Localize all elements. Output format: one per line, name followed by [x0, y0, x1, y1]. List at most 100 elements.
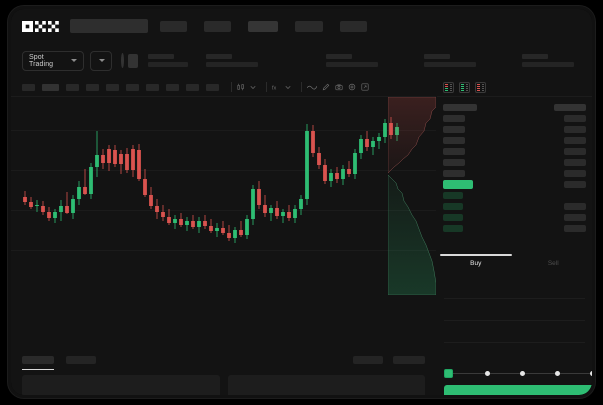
pair-avatar — [121, 53, 125, 68]
stat-volume — [522, 54, 574, 67]
candles-svg — [23, 117, 399, 243]
timeframe-button[interactable] — [206, 83, 219, 91]
tab-sell[interactable]: Sell — [547, 260, 559, 267]
timeframe-button[interactable] — [42, 83, 59, 91]
bottom-tab-order-history[interactable] — [66, 356, 96, 364]
total-field[interactable] — [444, 343, 585, 365]
orderbook-ask-row[interactable] — [443, 135, 586, 146]
bottom-action-cancel-all[interactable] — [393, 356, 425, 364]
nav-item-markets[interactable] — [160, 20, 187, 32]
svg-text:fx: fx — [272, 85, 277, 91]
chart-toolbar: fx — [11, 78, 436, 97]
stat-value — [424, 62, 476, 67]
indicators-icon[interactable]: fx — [272, 83, 280, 91]
timeframe-button[interactable] — [126, 83, 139, 91]
active-tab-underline — [440, 254, 512, 256]
market-depth-chart — [388, 97, 436, 295]
orderbook-list[interactable] — [437, 97, 592, 252]
market-stats — [148, 54, 592, 67]
pencil-icon[interactable] — [322, 83, 330, 91]
nav-item-trade[interactable] — [204, 20, 231, 32]
stat-value — [326, 62, 378, 67]
orderbook-ask-row[interactable] — [443, 146, 586, 157]
slider-handle[interactable] — [444, 369, 453, 378]
slider-step-25[interactable] — [485, 370, 490, 376]
amount-field[interactable] — [444, 321, 585, 343]
bottom-tab-open-orders[interactable] — [22, 356, 54, 370]
stat-last-price — [148, 54, 188, 67]
nav-item-derivatives[interactable] — [248, 20, 278, 32]
stat-low — [424, 54, 476, 67]
nav-item-earn[interactable] — [295, 20, 323, 32]
orderbook-bid-row[interactable] — [443, 190, 586, 201]
bottom-action-hide-other-pairs[interactable] — [353, 356, 383, 364]
volume-histogram — [11, 305, 436, 347]
stat-value — [522, 62, 574, 67]
candlestick-chart[interactable] — [11, 97, 436, 302]
search-input[interactable] — [70, 19, 148, 33]
stat-label — [522, 54, 548, 59]
chevron-down-icon — [99, 59, 106, 62]
timeframe-button[interactable] — [166, 83, 179, 91]
trading-mode-dropdown[interactable]: Spot Trading — [22, 50, 84, 71]
pair-select-dropdown[interactable] — [90, 50, 113, 71]
fullscreen-icon[interactable] — [361, 83, 369, 91]
bottom-tabs — [11, 349, 436, 371]
orderbook-last-price-row[interactable] — [443, 179, 586, 190]
slider-step-100[interactable] — [590, 370, 592, 376]
chart-type-chevron-down-icon[interactable] — [250, 84, 256, 90]
camera-icon[interactable] — [335, 83, 343, 91]
buy-sell-tabs: Buy Sell — [437, 254, 592, 276]
stat-label — [148, 54, 174, 59]
timeframe-button[interactable] — [86, 83, 99, 91]
stat-label — [424, 54, 450, 59]
slider-step-50[interactable] — [520, 370, 525, 376]
orderbook-asks-icon[interactable] — [475, 81, 486, 93]
stat-change — [206, 54, 258, 67]
orderbook-bid-row[interactable] — [443, 212, 586, 223]
settings-gear-icon[interactable] — [348, 83, 356, 91]
orderbook-ask-row[interactable] — [443, 113, 586, 124]
order-type-field[interactable] — [444, 277, 585, 299]
okx-logo-icon[interactable] — [22, 20, 60, 32]
orderbook-bids-icon[interactable] — [459, 81, 470, 93]
pair-name-skeleton — [128, 53, 138, 68]
nav-item-more[interactable] — [340, 20, 367, 32]
orderbook-ask-row[interactable] — [443, 168, 586, 179]
orderbook-header — [437, 78, 592, 97]
orderbook-ask-row[interactable] — [443, 124, 586, 135]
slider-step-75[interactable] — [555, 370, 560, 376]
percent-slider[interactable] — [444, 369, 592, 379]
orderbook-ask-row[interactable] — [443, 157, 586, 168]
orderbook-bid-row[interactable] — [443, 201, 586, 212]
timeframe-button[interactable] — [146, 83, 159, 91]
stat-high — [326, 54, 378, 67]
orderbook-both-icon[interactable] — [443, 81, 454, 93]
order-form — [437, 277, 592, 367]
top-navigation-bar — [11, 9, 592, 43]
trading-mode-label: Spot Trading — [29, 53, 54, 68]
stat-label — [206, 54, 232, 59]
toolbar-divider — [231, 82, 232, 92]
line-tool-icon[interactable] — [307, 83, 317, 91]
timeframe-button[interactable] — [66, 83, 79, 91]
price-field[interactable] — [444, 299, 585, 321]
bottom-panel-left[interactable] — [22, 375, 220, 395]
timeframe-button[interactable] — [22, 83, 35, 91]
bottom-panels — [11, 375, 436, 395]
bottom-panel-right[interactable] — [227, 375, 425, 395]
toolbar-divider — [266, 82, 267, 92]
submit-buy-button[interactable] — [444, 385, 592, 395]
indicators-chevron-down-icon[interactable] — [285, 84, 291, 90]
timeframe-button[interactable] — [106, 83, 119, 91]
orderbook-header-row — [443, 102, 586, 113]
tab-buy[interactable]: Buy — [470, 260, 482, 267]
orderbook-bid-row[interactable] — [443, 223, 586, 234]
toolbar-divider — [301, 82, 302, 92]
stat-label — [326, 54, 352, 59]
timeframe-button[interactable] — [186, 83, 199, 91]
market-subheader: Spot Trading — [11, 43, 592, 78]
stat-value — [148, 62, 188, 67]
app-screen: Spot Trading — [11, 9, 592, 395]
chart-type-icon[interactable] — [237, 83, 245, 91]
